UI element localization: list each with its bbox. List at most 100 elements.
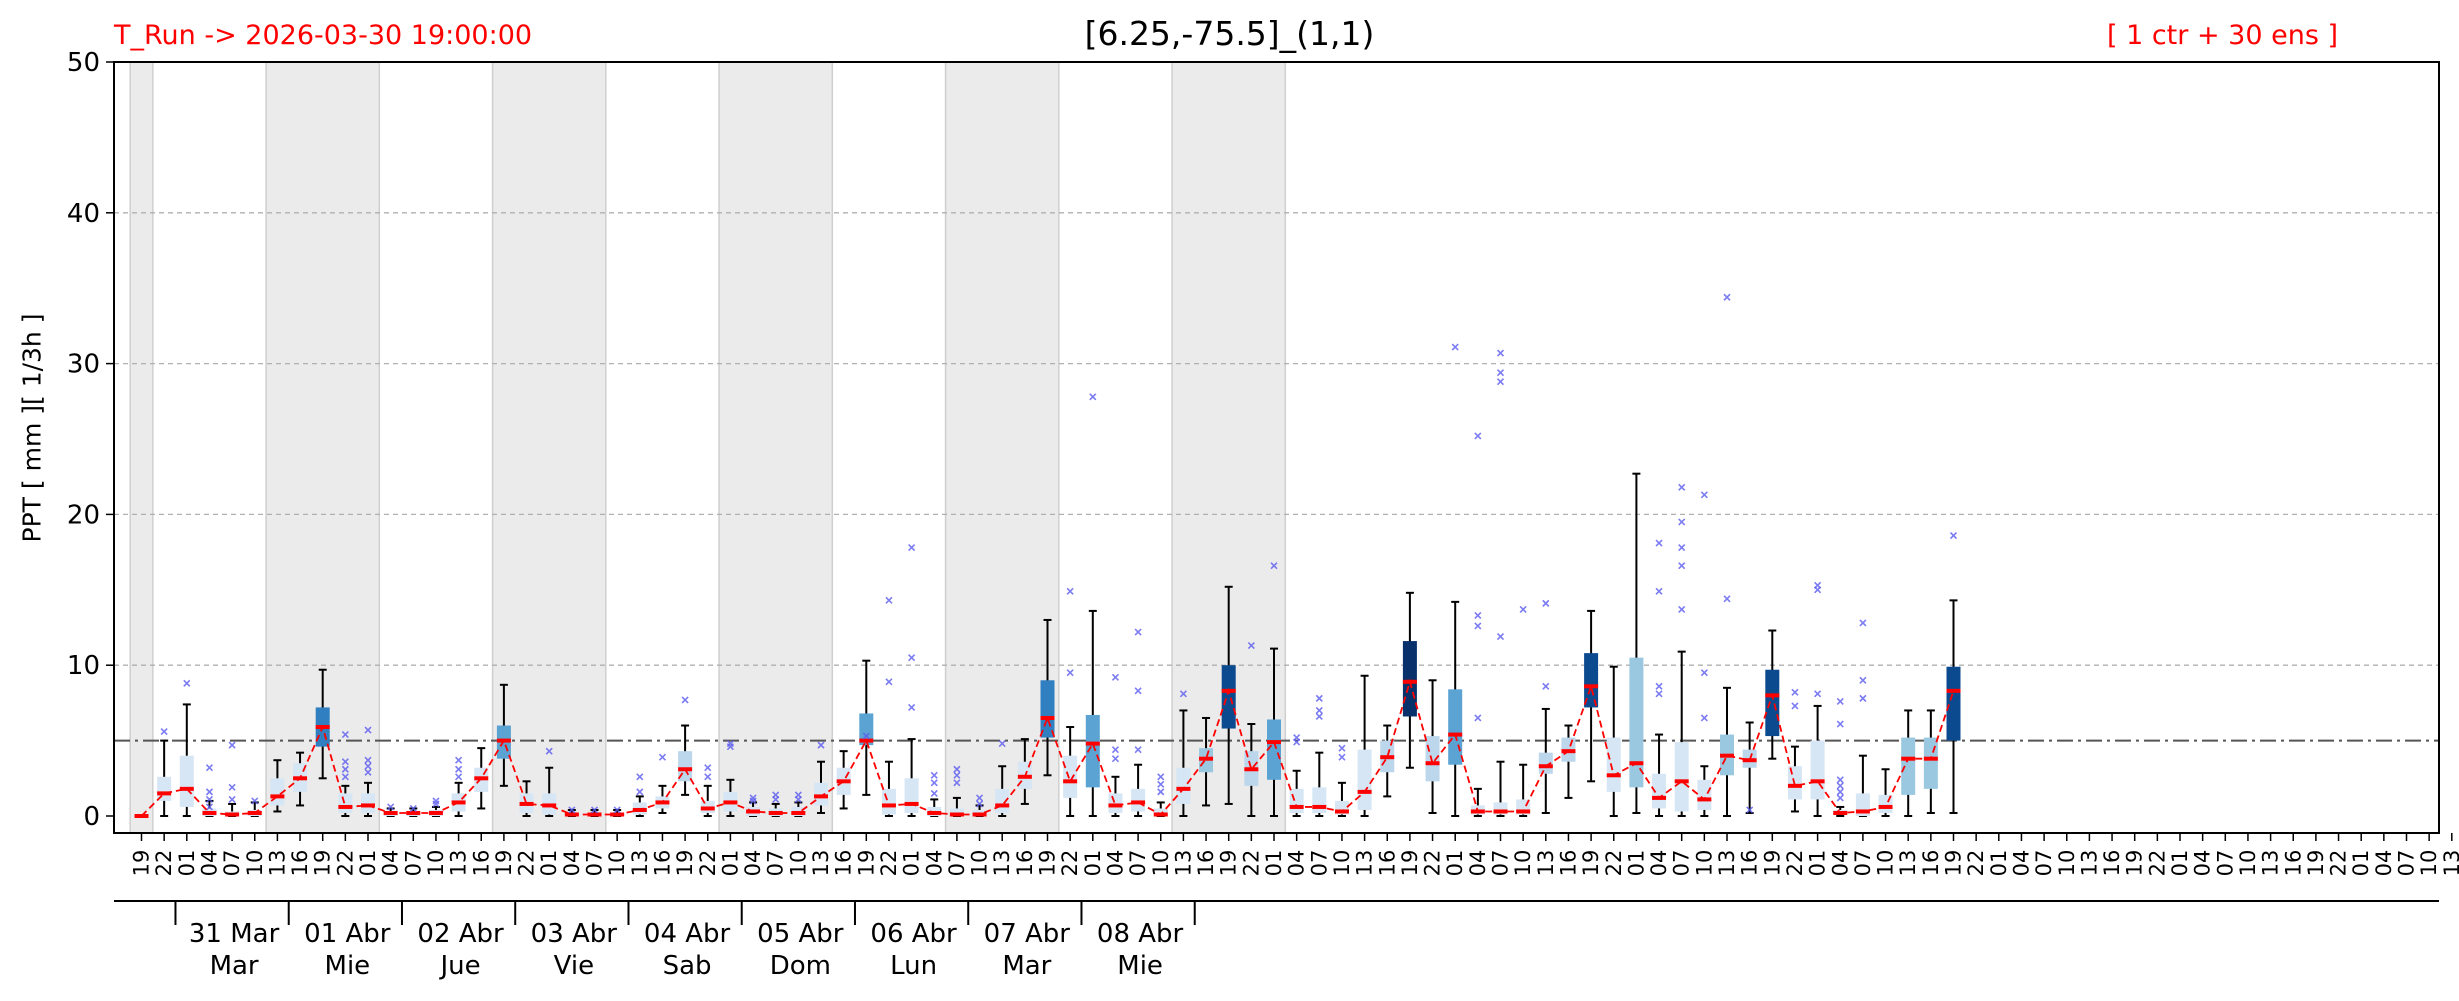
hour-tick-label: 10 <box>1330 850 1354 877</box>
iqr-box <box>338 793 353 813</box>
outlier-point <box>1089 393 1097 401</box>
outlier-point <box>1678 518 1686 526</box>
ensemble-box <box>1448 343 1463 817</box>
hour-tick-label: 22 <box>696 850 720 877</box>
outlier-point <box>1315 706 1323 715</box>
outlier-point <box>1247 642 1255 650</box>
day-date-label: 03 Abr <box>531 919 618 949</box>
outlier-point <box>1678 483 1686 491</box>
hour-tick-label: 07 <box>2032 850 2056 877</box>
hour-tick-label: 04 <box>922 850 946 877</box>
outlier-point <box>1066 587 1074 595</box>
day-weekday-label: Sab <box>663 951 712 981</box>
outlier-point <box>1293 738 1301 746</box>
ensemble-box <box>904 544 919 817</box>
outlier-point <box>228 795 236 803</box>
hour-tick-label: 01 <box>356 850 380 877</box>
day-date-label: 05 Abr <box>757 919 844 949</box>
outlier-point <box>1496 378 1505 386</box>
outlier-point <box>1791 702 1799 710</box>
outlier-point <box>772 795 780 803</box>
hour-tick-label: 16 <box>1013 850 1037 877</box>
ensemble-box <box>1538 599 1553 814</box>
outlier-point <box>1451 343 1459 351</box>
plot-frame <box>113 61 2440 834</box>
hour-tick-label: 16 <box>288 850 312 877</box>
hour-tick-label: 22 <box>1239 850 1263 877</box>
outlier-point <box>1542 599 1550 607</box>
outlier-point <box>636 788 644 796</box>
outlier-point <box>817 741 825 749</box>
hour-tick-label: 22 <box>333 850 357 877</box>
outlier-point <box>341 773 349 781</box>
ensemble-box <box>1153 773 1168 817</box>
hour-tick-label: 22 <box>1602 850 1626 877</box>
outlier-point <box>1496 349 1505 357</box>
hour-tick-label: 13 <box>2077 850 2101 877</box>
hour-tick-label: 07 <box>2213 850 2237 877</box>
outlier-point <box>160 727 168 736</box>
ensemble-box <box>406 804 421 817</box>
ensemble-box <box>1674 483 1689 817</box>
hour-tick-label: 22 <box>2327 850 2351 877</box>
hour-tick-label: 13 <box>447 850 471 877</box>
hour-tick-label: 07 <box>1670 850 1694 877</box>
outlier-point <box>432 800 440 808</box>
hour-tick-label: 19 <box>1217 850 1241 877</box>
hour-tick-label: 10 <box>605 850 629 877</box>
ensemble-box <box>451 756 466 817</box>
hour-tick-label: 04 <box>560 850 584 877</box>
hour-tick-label: 13 <box>1171 850 1195 877</box>
outlier-point <box>387 803 395 811</box>
outlier-point <box>1678 562 1686 570</box>
ensemble-box <box>655 753 670 814</box>
iqr-box <box>1448 689 1463 765</box>
hour-tick-label: 13 <box>990 850 1014 877</box>
outlier-point <box>1655 587 1663 595</box>
iqr-box <box>949 808 964 816</box>
outlier-point <box>930 789 938 797</box>
outlier-point <box>205 803 214 811</box>
day-weekday-label: Lun <box>890 951 937 981</box>
outlier-point <box>885 678 893 686</box>
iqr-box <box>179 755 194 807</box>
iqr-box <box>1538 752 1553 774</box>
iqr-box <box>1765 669 1780 737</box>
hour-tick-label: 19 <box>130 850 154 877</box>
ensemble-box <box>1267 562 1281 817</box>
outlier-point <box>228 741 236 749</box>
outlier-point <box>364 756 372 764</box>
outlier-point <box>1678 605 1686 613</box>
hour-tick-label: 13 <box>628 850 652 877</box>
hour-tick-label: 04 <box>197 850 221 877</box>
outlier-point <box>1111 673 1120 681</box>
ensemble-box <box>1108 673 1123 817</box>
hour-tick-label: 01 <box>537 850 561 877</box>
outlier-point <box>1655 682 1663 690</box>
day-date-label: 31 Mar <box>189 919 280 949</box>
outlier-point <box>341 731 349 739</box>
hour-tick-label: 01 <box>900 850 924 877</box>
outlier-point <box>1496 369 1505 377</box>
hour-tick-label: 01 <box>718 850 742 877</box>
day-weekday-label: Mar <box>1002 951 1051 981</box>
hour-tick-label: 13 <box>1715 850 1739 877</box>
ensemble-box <box>859 659 874 796</box>
hour-tick-label: 19 <box>492 850 516 877</box>
iqr-box <box>1289 788 1304 813</box>
hour-tick-label: 22 <box>515 850 539 877</box>
hour-tick-label: 16 <box>1738 850 1762 877</box>
hour-tick-label: 04 <box>2009 850 2033 877</box>
chart-title: [6.25,-75.5]_(1,1) <box>1084 14 1375 53</box>
hour-tick-label: 22 <box>1421 850 1445 877</box>
outlier-point <box>1111 746 1120 754</box>
outlier-point <box>455 756 463 764</box>
ensemble-box <box>1176 690 1191 817</box>
outlier-point <box>1859 619 1867 627</box>
day-date-label: 04 Abr <box>644 919 731 949</box>
iqr-box <box>1040 680 1055 738</box>
outlier-point <box>409 804 417 813</box>
ensemble-box <box>1901 709 1916 817</box>
iqr-box <box>361 793 375 813</box>
outlier-point <box>341 765 349 773</box>
